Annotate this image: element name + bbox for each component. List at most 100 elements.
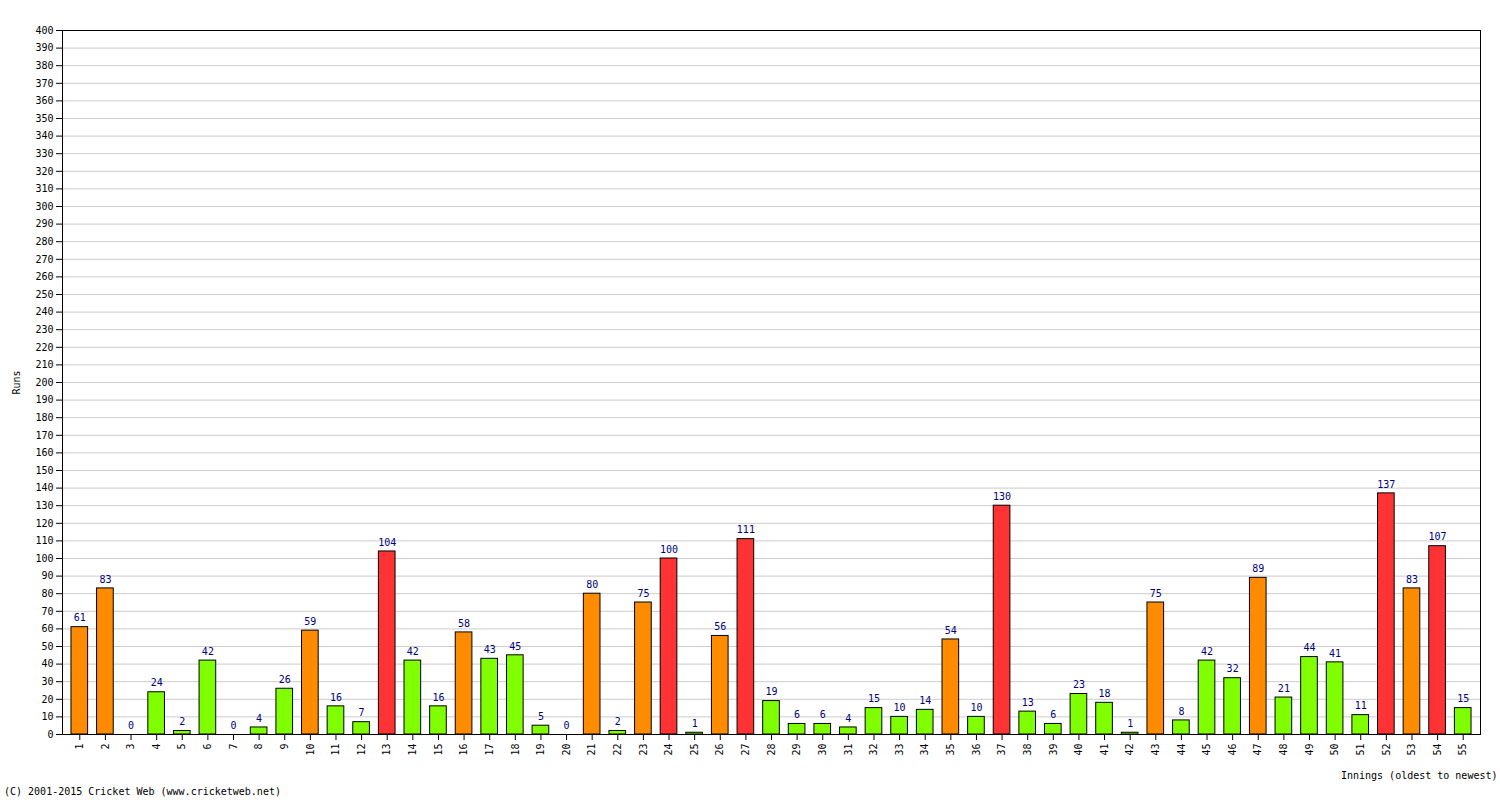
svg-text:14: 14	[407, 744, 418, 756]
svg-text:300: 300	[35, 201, 53, 212]
svg-text:10: 10	[41, 711, 53, 722]
svg-text:0: 0	[230, 720, 236, 731]
svg-text:89: 89	[1252, 563, 1264, 574]
svg-text:320: 320	[35, 166, 53, 177]
svg-text:130: 130	[993, 491, 1011, 502]
svg-text:37: 37	[996, 744, 1007, 756]
svg-text:11: 11	[1355, 700, 1367, 711]
svg-text:75: 75	[1150, 588, 1162, 599]
svg-text:80: 80	[586, 579, 598, 590]
svg-text:36: 36	[971, 744, 982, 756]
svg-text:41: 41	[1329, 648, 1341, 659]
svg-text:0: 0	[128, 720, 134, 731]
svg-text:2: 2	[615, 716, 621, 727]
svg-text:15: 15	[1457, 693, 1469, 704]
svg-text:70: 70	[41, 606, 53, 617]
svg-text:50: 50	[1329, 744, 1340, 756]
svg-text:16: 16	[330, 692, 342, 703]
svg-text:8: 8	[1178, 706, 1184, 717]
svg-text:51: 51	[1355, 744, 1366, 756]
svg-text:24: 24	[663, 744, 674, 756]
svg-text:380: 380	[35, 60, 53, 71]
svg-text:100: 100	[35, 553, 53, 564]
svg-text:58: 58	[458, 618, 470, 629]
svg-text:8: 8	[253, 744, 264, 750]
svg-text:4: 4	[256, 713, 262, 724]
svg-text:240: 240	[35, 306, 53, 317]
svg-text:18: 18	[510, 744, 521, 756]
svg-text:20: 20	[561, 744, 572, 756]
svg-text:350: 350	[35, 113, 53, 124]
svg-text:42: 42	[407, 646, 419, 657]
svg-text:110: 110	[35, 535, 53, 546]
svg-text:104: 104	[378, 537, 396, 548]
svg-text:75: 75	[637, 588, 649, 599]
svg-text:43: 43	[484, 644, 496, 655]
svg-text:15: 15	[868, 693, 880, 704]
svg-text:7: 7	[359, 707, 365, 718]
svg-text:13: 13	[1022, 697, 1034, 708]
svg-text:0: 0	[564, 720, 570, 731]
svg-text:90: 90	[41, 570, 53, 581]
svg-text:50: 50	[41, 641, 53, 652]
svg-text:21: 21	[1278, 683, 1290, 694]
svg-text:6: 6	[794, 709, 800, 720]
svg-text:340: 340	[35, 130, 53, 141]
svg-text:280: 280	[35, 236, 53, 247]
svg-text:19: 19	[765, 686, 777, 697]
svg-text:0: 0	[47, 729, 53, 740]
svg-text:80: 80	[41, 588, 53, 599]
svg-text:390: 390	[35, 42, 53, 53]
svg-text:22: 22	[612, 744, 623, 756]
svg-text:14: 14	[919, 695, 931, 706]
svg-text:23: 23	[1073, 679, 1085, 690]
svg-text:9: 9	[279, 744, 290, 750]
svg-text:42: 42	[202, 646, 214, 657]
svg-text:13: 13	[381, 744, 392, 756]
svg-text:7: 7	[228, 744, 239, 750]
svg-text:40: 40	[41, 658, 53, 669]
svg-text:200: 200	[35, 377, 53, 388]
svg-text:59: 59	[304, 616, 316, 627]
svg-text:52: 52	[1381, 744, 1392, 756]
svg-text:18: 18	[1099, 688, 1111, 699]
svg-text:210: 210	[35, 359, 53, 370]
svg-text:2: 2	[100, 744, 111, 750]
svg-text:20: 20	[41, 694, 53, 705]
svg-text:32: 32	[868, 744, 879, 756]
svg-text:26: 26	[714, 744, 725, 756]
svg-text:61: 61	[74, 612, 86, 623]
svg-text:42: 42	[1124, 744, 1135, 756]
svg-text:360: 360	[35, 95, 53, 106]
svg-text:33: 33	[894, 744, 905, 756]
svg-text:83: 83	[99, 574, 111, 585]
svg-text:310: 310	[35, 183, 53, 194]
svg-text:40: 40	[1073, 744, 1084, 756]
svg-text:1: 1	[74, 744, 85, 750]
svg-text:30: 30	[41, 676, 53, 687]
svg-text:170: 170	[35, 430, 53, 441]
svg-text:26: 26	[279, 674, 291, 685]
svg-text:4: 4	[151, 744, 162, 750]
svg-text:160: 160	[35, 447, 53, 458]
svg-text:45: 45	[1201, 744, 1212, 756]
svg-text:83: 83	[1406, 574, 1418, 585]
svg-text:137: 137	[1377, 479, 1395, 490]
svg-text:49: 49	[1304, 744, 1315, 756]
svg-text:1: 1	[692, 718, 698, 729]
svg-text:260: 260	[35, 271, 53, 282]
svg-text:Runs: Runs	[11, 370, 22, 394]
svg-text:56: 56	[714, 621, 726, 632]
svg-text:10: 10	[894, 702, 906, 713]
svg-text:44: 44	[1303, 642, 1315, 653]
svg-text:107: 107	[1429, 531, 1447, 542]
svg-text:17: 17	[484, 744, 495, 756]
svg-text:25: 25	[689, 744, 700, 756]
svg-text:6: 6	[1050, 709, 1056, 720]
svg-text:230: 230	[35, 324, 53, 335]
svg-text:55: 55	[1457, 744, 1468, 756]
svg-text:48: 48	[1278, 744, 1289, 756]
svg-text:270: 270	[35, 253, 53, 264]
svg-text:53: 53	[1406, 744, 1417, 756]
svg-text:29: 29	[791, 744, 802, 756]
